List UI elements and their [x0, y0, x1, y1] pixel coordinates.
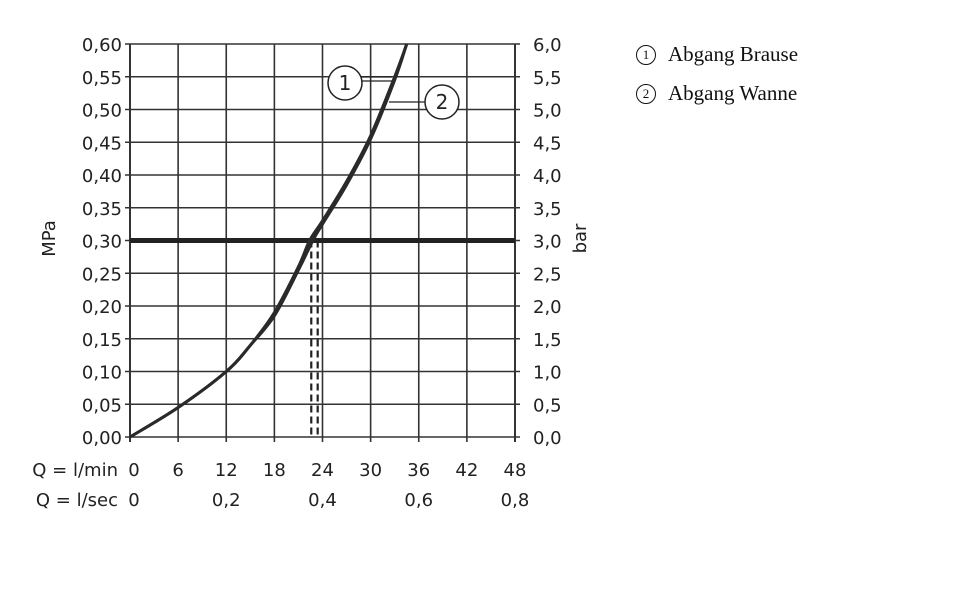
y-tick-label-left: 0,55 [82, 68, 122, 89]
callout-label-2: 2 [436, 90, 449, 114]
x-tick-label: 48 [504, 460, 527, 481]
x-axis-row-label: Q = l/min [32, 460, 118, 481]
callout-label-1: 1 [339, 71, 352, 95]
y-tick-label-right: 2,0 [533, 297, 562, 318]
x-tick-label: 0 [128, 490, 139, 511]
y-tick-label-left: 0,00 [82, 428, 122, 449]
y-tick-label-left: 0,50 [82, 101, 122, 122]
y-tick-label-left: 0,20 [82, 297, 122, 318]
legend-label-1: Abgang Brause [668, 42, 799, 66]
y-tick-label-left: 0,40 [82, 166, 122, 187]
y-tick-label-right: 4,0 [533, 166, 562, 187]
series-line-2 [129, 43, 409, 439]
y-tick-label-right: 0,5 [533, 395, 562, 416]
x-tick-label: 0 [128, 460, 139, 481]
y-tick-label-right: 1,0 [533, 363, 562, 384]
y-tick-label-right: 4,5 [533, 133, 562, 154]
y-axis-label-right: bar [570, 223, 591, 253]
x-tick-label: 36 [407, 460, 430, 481]
x-tick-label: 30 [359, 460, 382, 481]
y-tick-label-right: 3,5 [533, 199, 562, 220]
legend-item-1: 1 Abgang Brause [636, 42, 798, 67]
y-tick-label-right: 3,0 [533, 232, 562, 253]
y-tick-label-left: 0,15 [82, 330, 122, 351]
x-axis-row-label: Q = l/sec [36, 490, 118, 511]
y-axis-label-left: MPa [39, 220, 60, 257]
x-tick-label: 18 [263, 460, 286, 481]
y-tick-label-right: 1,5 [533, 330, 562, 351]
x-tick-label: 42 [455, 460, 478, 481]
x-tick-label: 0,8 [501, 490, 530, 511]
y-tick-label-right: 0,0 [533, 428, 562, 449]
legend-label-2: Abgang Wanne [668, 81, 798, 105]
x-tick-label: 0,6 [404, 490, 433, 511]
callout-circle-1 [327, 65, 363, 101]
y-tick-label-right: 5,0 [533, 101, 562, 122]
legend-number-1: 1 [636, 45, 656, 65]
y-tick-label-left: 0,10 [82, 363, 122, 384]
y-tick-label-right: 6,0 [533, 35, 562, 56]
y-tick-label-left: 0,35 [82, 199, 122, 220]
y-tick-label-left: 0,30 [82, 232, 122, 253]
x-tick-label: 12 [215, 460, 238, 481]
y-tick-label-left: 0,05 [82, 395, 122, 416]
x-tick-label: 24 [311, 460, 334, 481]
y-tick-label-right: 2,5 [533, 264, 562, 285]
y-tick-label-left: 0,60 [82, 35, 122, 56]
legend-item-2: 2 Abgang Wanne [636, 81, 797, 106]
y-tick-label-left: 0,45 [82, 133, 122, 154]
x-tick-label: 6 [172, 460, 183, 481]
legend-number-2: 2 [636, 84, 656, 104]
x-tick-label: 0,2 [212, 490, 241, 511]
x-tick-label: 0,4 [308, 490, 337, 511]
y-tick-label-right: 5,5 [533, 68, 562, 89]
callout-circle-2 [424, 84, 460, 120]
y-tick-label-left: 0,25 [82, 264, 122, 285]
